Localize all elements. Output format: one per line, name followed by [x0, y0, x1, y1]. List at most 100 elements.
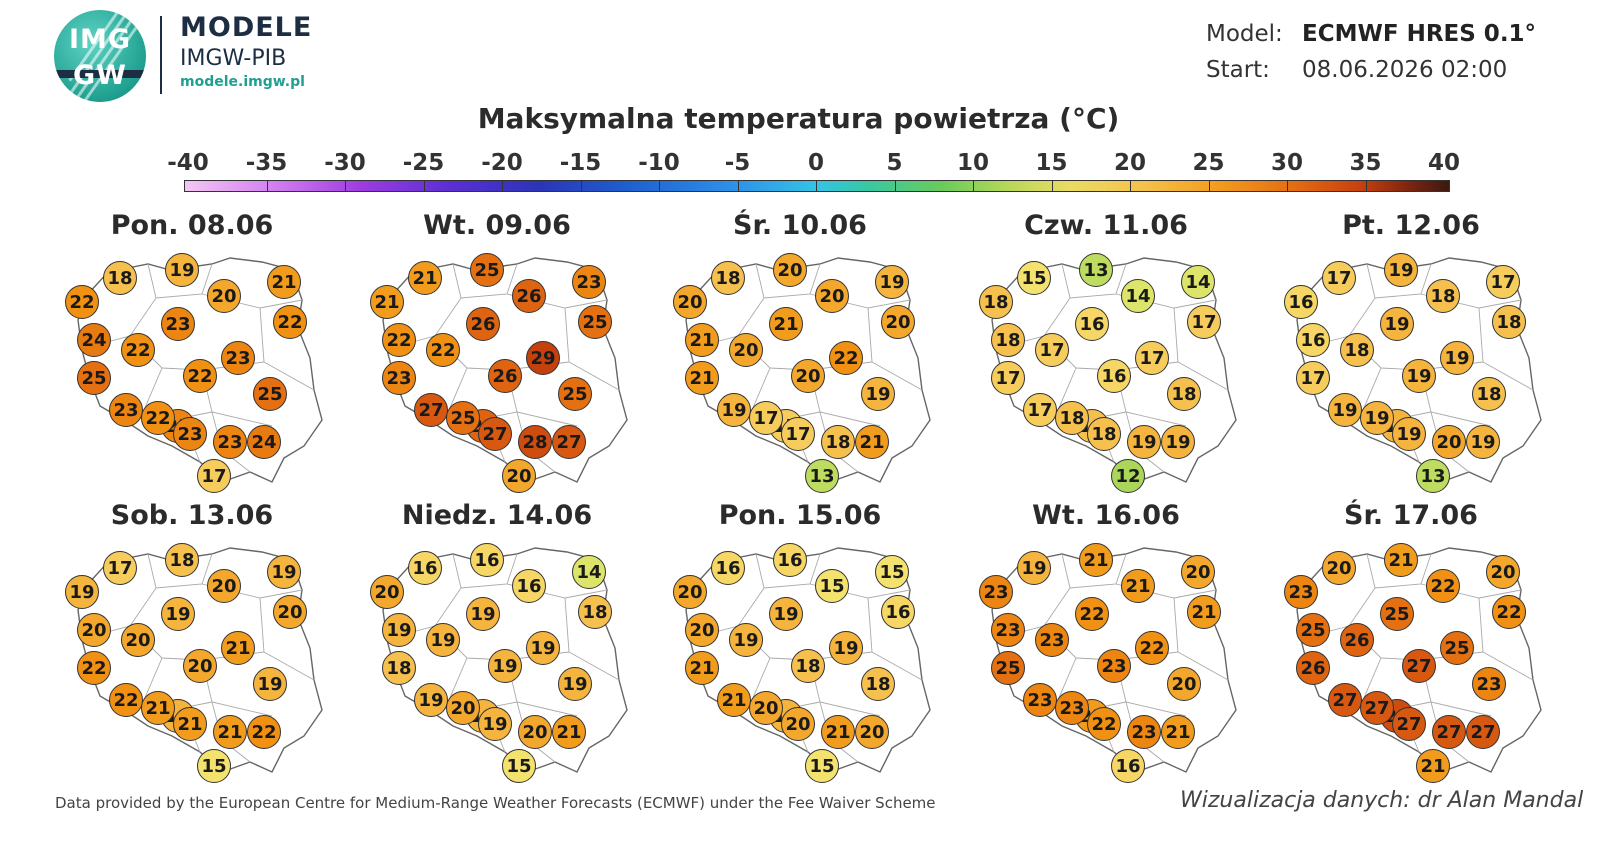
- temperature-badge: 16: [1111, 749, 1145, 783]
- temperature-badge: 22: [1426, 569, 1460, 603]
- temperature-badge: 19: [717, 393, 751, 427]
- temperature-badge: 21: [1079, 543, 1113, 577]
- model-info: Model: ECMWF HRES 0.1° Start: 08.06.2026 0…: [1206, 16, 1536, 88]
- temperature-badge: 27: [1466, 715, 1500, 749]
- temperature-badge: 19: [253, 667, 287, 701]
- scale-tick-label: -40: [167, 150, 209, 176]
- scale-tick-mark: [1208, 180, 1210, 191]
- temperature-badge: 17: [749, 401, 783, 435]
- temperature-badge: 14: [1121, 279, 1155, 313]
- temperature-badge: 23: [109, 393, 143, 427]
- temperature-badge: 23: [1472, 667, 1506, 701]
- temperature-badge: 14: [1181, 265, 1215, 299]
- temperature-badge: 22: [183, 359, 217, 393]
- temperature-badge: 21: [1161, 715, 1195, 749]
- temperature-badge: 18: [991, 323, 1025, 357]
- temperature-badge: 18: [821, 425, 855, 459]
- scale-tick-mark: [973, 180, 974, 191]
- temperature-badge: 21: [552, 715, 586, 749]
- temperature-badge: 13: [805, 459, 839, 493]
- temperature-badge: 13: [1416, 459, 1450, 493]
- region-border: [147, 553, 213, 589]
- temperature-badge: 21: [213, 715, 247, 749]
- temperature-badge: 21: [1384, 543, 1418, 577]
- temperature-badge: 21: [267, 265, 301, 299]
- temperature-badge: 12: [1111, 459, 1145, 493]
- start-value: 08.06.2026 02:00: [1302, 57, 1508, 83]
- scale-tick-label: 30: [1270, 150, 1304, 176]
- temperature-badge: 23: [1055, 691, 1089, 725]
- temperature-badge: 27: [1392, 707, 1426, 741]
- temperature-badge: 25: [1380, 597, 1414, 631]
- temperature-badge: 19: [1440, 341, 1474, 375]
- scale-tick-mark: [423, 180, 425, 191]
- scale-tick-label: -25: [402, 150, 445, 176]
- region-border: [452, 263, 518, 299]
- forecast-panel: Niedz. 14.06 16 16 14 20 16 18 19 19 19 19 18 19 19 19…: [357, 500, 637, 796]
- scale-tick-label: -30: [324, 150, 366, 176]
- logo-subtitle: IMGW-PIB: [180, 46, 287, 71]
- temperature-badge: 19: [1380, 307, 1414, 341]
- scale-tick-mark: [659, 180, 660, 191]
- temperature-badge: 26: [488, 359, 522, 393]
- temperature-badge: 21: [821, 715, 855, 749]
- temperature-badge: 15: [805, 749, 839, 783]
- temperature-badge: 20: [1322, 551, 1356, 585]
- region-border: [1061, 263, 1127, 299]
- panel-date-title: Wt. 09.06: [423, 210, 571, 241]
- temperature-badge: 19: [488, 649, 522, 683]
- temperature-badge: 17: [991, 361, 1025, 395]
- temperature-badge: 18: [861, 667, 895, 701]
- temperature-badge: 19: [426, 623, 460, 657]
- temperature-badge: 19: [1161, 425, 1195, 459]
- temperature-badge: 16: [1296, 323, 1330, 357]
- temperature-badge: 25: [578, 305, 612, 339]
- temperature-badge: 25: [470, 253, 504, 287]
- scale-tick-label: 35: [1349, 150, 1382, 176]
- temperature-badge: 26: [1296, 651, 1330, 685]
- temperature-badge: 19: [267, 555, 301, 589]
- temperature-badge: 17: [197, 459, 231, 493]
- scale-tick-label: 20: [1113, 150, 1147, 176]
- temperature-badge: 20: [1167, 667, 1201, 701]
- temperature-badge: 27: [414, 393, 448, 427]
- scale-tick-mark: [737, 180, 739, 191]
- temperature-badge: 19: [1328, 393, 1362, 427]
- temperature-badge: 20: [781, 707, 815, 741]
- temperature-badge: 27: [552, 425, 586, 459]
- temperature-badge: 19: [829, 631, 863, 665]
- region-border: [1366, 553, 1432, 589]
- scale-tick-label: 40: [1427, 150, 1461, 176]
- temperature-badge: 29: [526, 341, 560, 375]
- forecast-panel: Czw. 11.06151314181417181617171716181817…: [966, 210, 1246, 506]
- temperature-badge: 19: [382, 613, 416, 647]
- temperature-badge: 19: [1017, 551, 1051, 585]
- temperature-badge: 17: [1486, 265, 1520, 299]
- scale-tick-mark: [894, 180, 896, 191]
- temperature-badge: 20: [773, 253, 807, 287]
- temperature-badge: 13: [1079, 253, 1113, 287]
- temperature-badge: 16: [512, 569, 546, 603]
- temperature-badge: 22: [1075, 597, 1109, 631]
- temperature-badge: 19: [1466, 425, 1500, 459]
- temperature-badge: 23: [382, 361, 416, 395]
- temperature-badge: 18: [382, 651, 416, 685]
- temperature-colour-scale: -40 -35 -30 -25 -20 -15 -10 -5 0 5 10 15 20 25 30 35 40: [0, 150, 1597, 200]
- region-border: [1366, 263, 1432, 299]
- temperature-badge: 27: [1360, 691, 1394, 725]
- temperature-badge: 16: [881, 595, 915, 629]
- temperature-badge: 26: [512, 279, 546, 313]
- panel-date-title: Wt. 16.06: [1032, 500, 1180, 531]
- temperature-badge: 20: [1486, 555, 1520, 589]
- temperature-badge: 25: [1296, 613, 1330, 647]
- temperature-badge: 16: [408, 551, 442, 585]
- temperature-badge: 20: [207, 279, 241, 313]
- scale-tick-mark: [1130, 180, 1131, 191]
- region-border: [1061, 553, 1127, 589]
- temperature-badge: 20: [791, 359, 825, 393]
- temperature-badge: 23: [1023, 683, 1057, 717]
- temperature-badge: 23: [221, 341, 255, 375]
- logo-title: MODELE: [180, 12, 313, 43]
- temperature-badge: 22: [1492, 595, 1526, 629]
- scale-tick-label: -20: [481, 150, 523, 176]
